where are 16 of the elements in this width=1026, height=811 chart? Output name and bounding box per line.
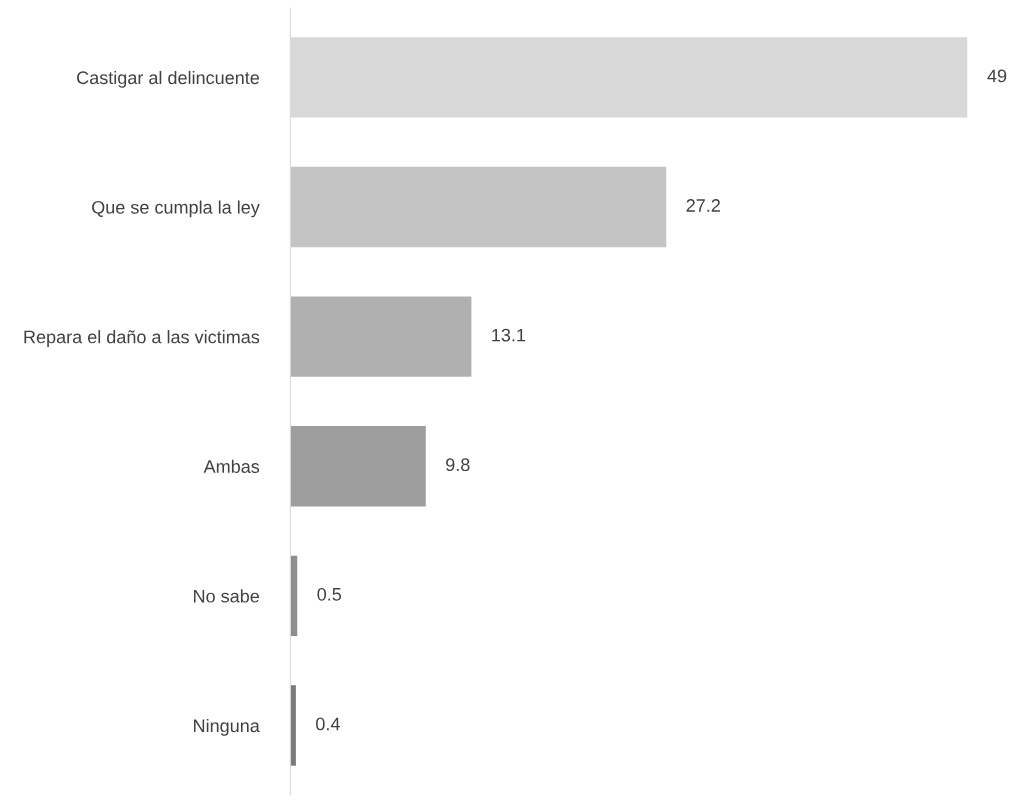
data-label: 0.4 — [316, 717, 340, 731]
data-label: 27.2 — [686, 199, 720, 212]
y-tick-label: Ninguna — [194, 718, 260, 736]
data-label: 0.5 — [317, 587, 342, 601]
y-tick-label: Que se cumpla la ley — [92, 200, 260, 218]
data-label: 13.1 — [492, 328, 526, 342]
bar — [290, 296, 472, 377]
data-label: 9.8 — [446, 458, 470, 472]
y-tick-label: Ambas — [203, 459, 260, 473]
y-tick-label: Castigar al delincuente — [77, 70, 260, 88]
y-tick-label: Repara el daño a las victimas — [24, 330, 260, 347]
data-label: 49 — [987, 69, 1007, 83]
bar — [290, 685, 296, 766]
y-tick-label: No sabe — [194, 589, 259, 603]
bar — [290, 166, 667, 248]
bar — [290, 426, 426, 507]
